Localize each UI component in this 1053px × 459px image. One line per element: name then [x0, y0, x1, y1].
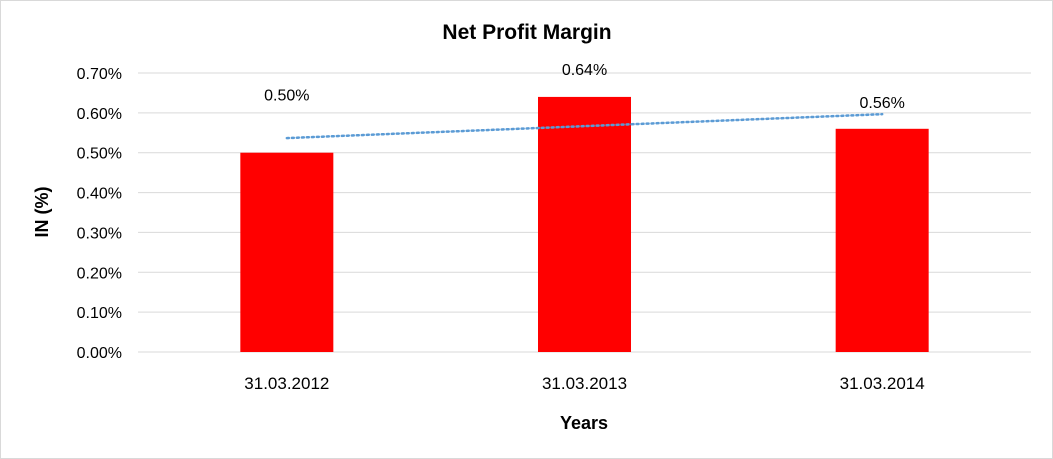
y-tick-label: 0.00% — [77, 345, 122, 362]
data-label: 0.56% — [859, 95, 904, 112]
x-axis-title: Years — [560, 413, 608, 433]
y-tick-label: 0.70% — [77, 66, 122, 83]
bar — [240, 152, 334, 352]
y-tick-label: 0.20% — [77, 265, 122, 282]
trendline — [285, 112, 884, 140]
y-tick-label: 0.60% — [77, 106, 122, 123]
y-tick-label: 0.30% — [77, 225, 122, 242]
x-tick-label: 31.03.2014 — [840, 374, 925, 393]
bar — [538, 96, 631, 353]
chart-title: Net Profit Margin — [442, 21, 611, 44]
data-label: 0.50% — [264, 88, 309, 105]
bar — [835, 128, 929, 352]
y-tick-label: 0.50% — [77, 146, 122, 163]
y-axis-title: IN (%) — [32, 187, 52, 238]
y-tick-label: 0.40% — [77, 186, 122, 203]
y-tick-label: 0.10% — [77, 305, 122, 322]
data-label: 0.64% — [562, 62, 607, 79]
x-tick-label: 31.03.2013 — [542, 374, 627, 393]
x-tick-label: 31.03.2012 — [244, 374, 329, 393]
